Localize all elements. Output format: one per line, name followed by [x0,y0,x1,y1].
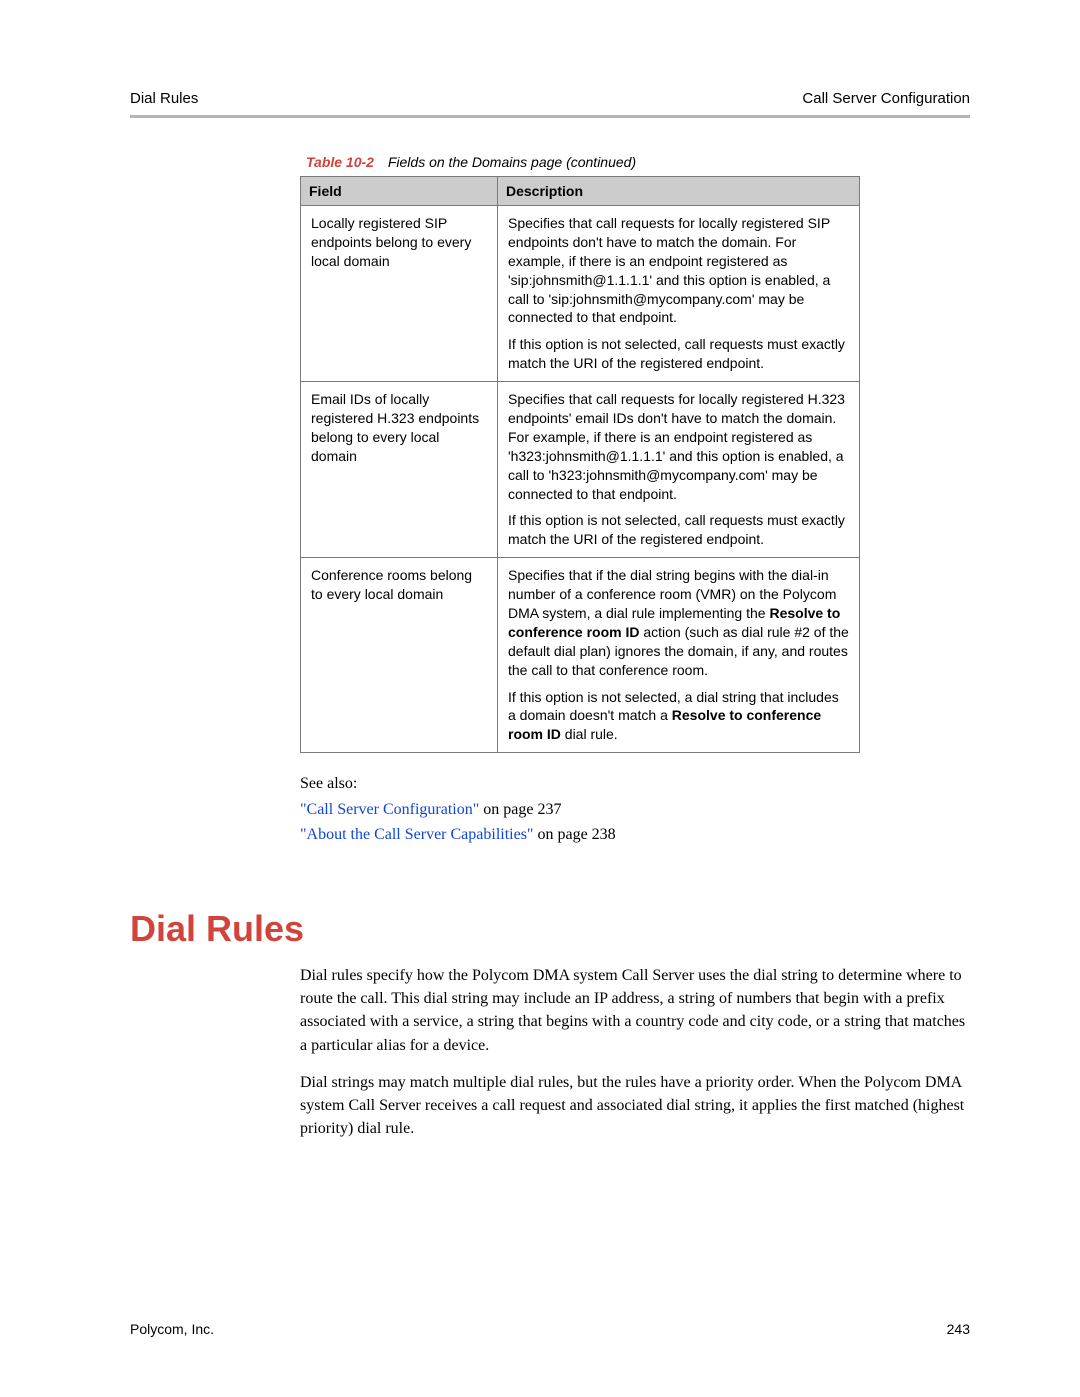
section-body: Dial rules specify how the Polycom DMA s… [300,964,970,1140]
desc-paragraph: If this option is not selected, call req… [508,335,849,373]
page: Dial Rules Call Server Configuration Tab… [0,0,1080,1397]
description-cell: Specifies that if the dial string begins… [498,558,860,753]
xref-link[interactable]: "About the Call Server Capabilities" [300,826,533,843]
header-left: Dial Rules [130,90,198,107]
description-cell: Specifies that call requests for locally… [498,206,860,382]
table-header-row: Field Description [301,177,860,206]
footer-page-number: 243 [947,1321,970,1337]
body-text: Dial rules specify how the Polycom DMA s… [300,964,970,1140]
see-also-line: "About the Call Server Capabilities" on … [300,822,970,848]
xref-suffix: on page 238 [533,826,615,843]
xref-suffix: on page 237 [479,801,561,818]
desc-paragraph: Specifies that call requests for locally… [508,214,849,327]
header-right: Call Server Configuration [802,90,970,107]
running-footer: Polycom, Inc. 243 [130,1321,970,1337]
field-cell: Email IDs of locally registered H.323 en… [301,382,498,558]
table-row: Conference rooms belong to every local d… [301,558,860,753]
xref-link[interactable]: "Call Server Configuration" [300,801,479,818]
desc-paragraph: If this option is not selected, a dial s… [508,688,849,745]
see-also-line: "Call Server Configuration" on page 237 [300,797,970,823]
see-also-label: See also: [300,771,970,797]
running-header: Dial Rules Call Server Configuration [130,90,970,107]
field-cell: Locally registered SIP endpoints belong … [301,206,498,382]
section-heading: Dial Rules [130,908,970,950]
description-cell: Specifies that call requests for locally… [498,382,860,558]
table-col-description: Description [498,177,860,206]
fields-table: Field Description Locally registered SIP… [300,176,860,753]
table-caption: Table 10-2 Fields on the Domains page (c… [306,154,970,170]
table-row: Email IDs of locally registered H.323 en… [301,382,860,558]
body-paragraph: Dial rules specify how the Polycom DMA s… [300,964,970,1057]
field-cell: Conference rooms belong to every local d… [301,558,498,753]
body-paragraph: Dial strings may match multiple dial rul… [300,1071,970,1141]
table-row: Locally registered SIP endpoints belong … [301,206,860,382]
desc-paragraph: Specifies that call requests for locally… [508,390,849,503]
footer-left: Polycom, Inc. [130,1321,214,1337]
table-caption-text: Fields on the Domains page (continued) [388,154,636,170]
table-number: Table 10-2 [306,154,374,170]
table-col-field: Field [301,177,498,206]
header-rule [130,115,970,118]
see-also-block: See also: "Call Server Configuration" on… [300,771,970,848]
main-content: Table 10-2 Fields on the Domains page (c… [300,154,970,848]
desc-paragraph: If this option is not selected, call req… [508,511,849,549]
desc-paragraph: Specifies that if the dial string begins… [508,566,849,679]
